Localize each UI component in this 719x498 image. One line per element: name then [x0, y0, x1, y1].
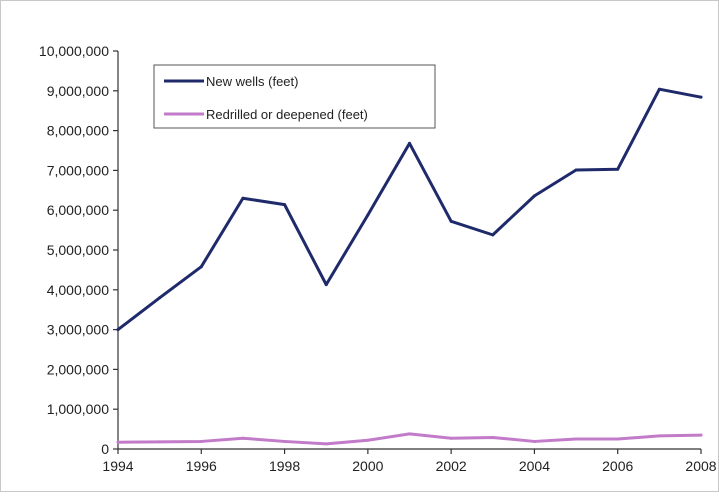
data-point [324, 442, 328, 446]
y-tick-label: 3,000,000 [47, 322, 109, 338]
data-point [491, 233, 495, 237]
data-point [116, 440, 120, 444]
data-point [366, 213, 370, 217]
y-axis: 0 1,000,000 2,000,000 3,000,000 4,000,000 5,0… [39, 43, 119, 457]
y-tick-label: 6,000,000 [47, 202, 109, 218]
data-point [241, 436, 245, 440]
series-layer [116, 87, 703, 446]
data-point [449, 436, 453, 440]
data-point [324, 283, 328, 287]
data-point [158, 440, 162, 444]
data-point [408, 432, 411, 436]
data-point [657, 87, 661, 91]
data-point [408, 141, 411, 145]
x-tick-label: 2004 [519, 458, 550, 474]
y-tick-label: 2,000,000 [47, 361, 109, 377]
y-tick-label: 1,000,000 [47, 401, 109, 417]
y-tick-label: 4,000,000 [47, 282, 109, 298]
legend: New wells (feet) Redrilled or deepened (f… [153, 64, 436, 129]
data-point [449, 219, 453, 223]
legend-box [153, 64, 436, 129]
data-point [158, 296, 162, 300]
data-point [616, 167, 620, 171]
y-tick-label: 7,000,000 [47, 162, 109, 178]
y-tick-label: 5,000,000 [47, 242, 109, 258]
data-point [532, 194, 536, 198]
data-point [532, 439, 536, 443]
data-point [699, 433, 703, 437]
x-tick-label: 2000 [352, 458, 383, 474]
x-tick-label: 1994 [102, 458, 133, 474]
data-point [574, 168, 578, 172]
x-tick-label: 2002 [436, 458, 467, 474]
data-point [199, 265, 203, 269]
data-point [657, 434, 661, 438]
data-point [491, 435, 495, 439]
x-tick-label: 1998 [269, 458, 300, 474]
x-axis: 1994 1996 1998 2000 2002 2004 2006 2008 [102, 448, 717, 474]
data-point [366, 438, 370, 442]
data-point [574, 437, 578, 441]
x-tick-label: 2008 [685, 458, 716, 474]
legend-label: Redrilled or deepened (feet) [206, 107, 368, 122]
data-point [241, 196, 245, 200]
y-tick-label: 0 [101, 441, 109, 457]
y-tick-label: 8,000,000 [47, 123, 109, 139]
y-tick-label: 9,000,000 [47, 83, 109, 99]
x-tick-label: 2006 [602, 458, 633, 474]
data-point [283, 203, 287, 207]
data-point [199, 439, 203, 443]
x-tick-label: 1996 [186, 458, 217, 474]
y-tick-label: 10,000,000 [39, 43, 109, 59]
data-point [116, 328, 120, 332]
data-point [616, 437, 620, 441]
data-point [699, 95, 703, 99]
data-point [283, 439, 287, 443]
legend-label: New wells (feet) [206, 74, 298, 89]
